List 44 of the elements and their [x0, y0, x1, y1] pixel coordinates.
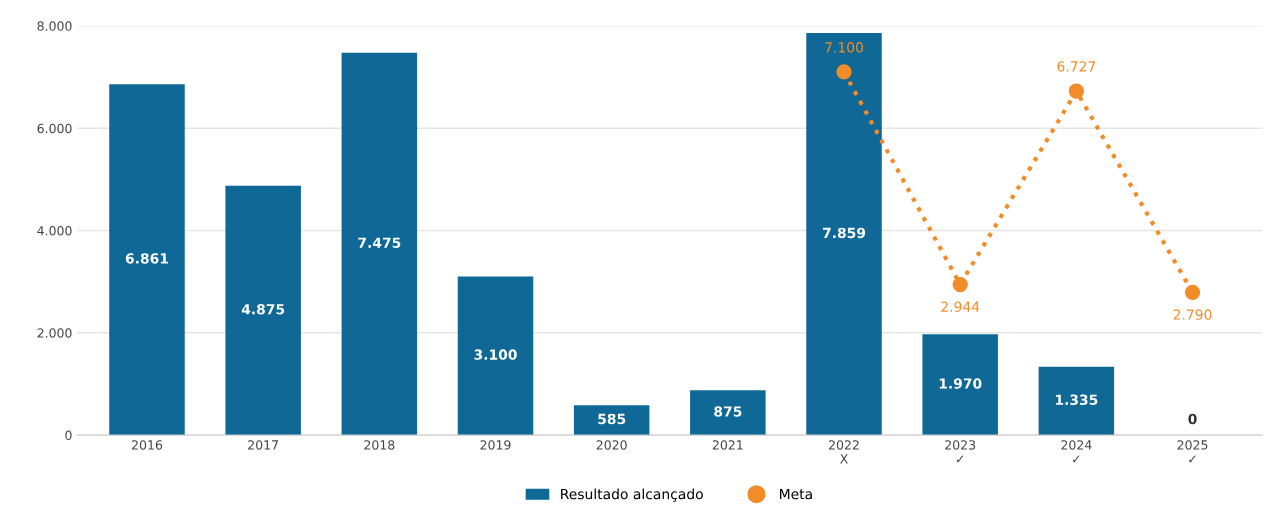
y-tick-label: 2.000: [37, 328, 72, 338]
data-label: 2.944: [941, 301, 980, 312]
legend-label: Meta: [780, 488, 812, 500]
x-tick-label: 2020: [596, 440, 627, 450]
data-label: 6.727: [1057, 61, 1096, 72]
point: [952, 276, 968, 293]
bar: [457, 276, 534, 436]
point: [1184, 284, 1201, 301]
data-label: 2.790: [1173, 309, 1212, 320]
data-label: 875: [714, 406, 742, 417]
data-label: 1.970: [939, 378, 982, 389]
data-label: 6.861: [125, 253, 168, 264]
x-tick-label: 2019: [480, 440, 511, 450]
x-tick-label: 2018: [364, 440, 395, 450]
bar: [341, 52, 418, 436]
x-tick-label: 2016: [131, 440, 163, 450]
data-label: 7.100: [825, 42, 863, 53]
point: [836, 64, 852, 80]
bar: [690, 390, 766, 436]
bar: [573, 405, 650, 436]
data-label: 4.875: [241, 303, 285, 315]
y-tick-label: 4.000: [37, 225, 72, 236]
bar: [806, 33, 882, 436]
data-label: 585: [598, 413, 626, 425]
data-label: 7.475: [358, 237, 401, 248]
y-tick-label: 6.000: [37, 123, 72, 134]
bar: [1038, 366, 1115, 436]
bar: [225, 185, 301, 436]
bar: [109, 84, 185, 436]
y-tick-label: 0: [65, 430, 72, 441]
x-tick-label: 2024 ✓: [1061, 440, 1092, 463]
legend-label: Resultado alcançado: [561, 488, 703, 502]
data-label: 7.859: [822, 227, 866, 239]
x-tick-label: 2021: [712, 440, 743, 450]
x-tick-label: 2022 X: [829, 440, 859, 464]
data-label: 0: [1188, 413, 1197, 425]
point: [1068, 83, 1085, 99]
data-label: 3.100: [474, 349, 517, 360]
x-tick-label: 2017: [248, 440, 278, 450]
y-tick-label: 8.000: [37, 21, 72, 31]
x-tick-label: 2025 ✓: [1177, 440, 1208, 463]
bar: [922, 334, 998, 436]
data-label: 1.335: [1055, 394, 1098, 406]
x-tick-label: 2023 ✓: [945, 440, 976, 463]
